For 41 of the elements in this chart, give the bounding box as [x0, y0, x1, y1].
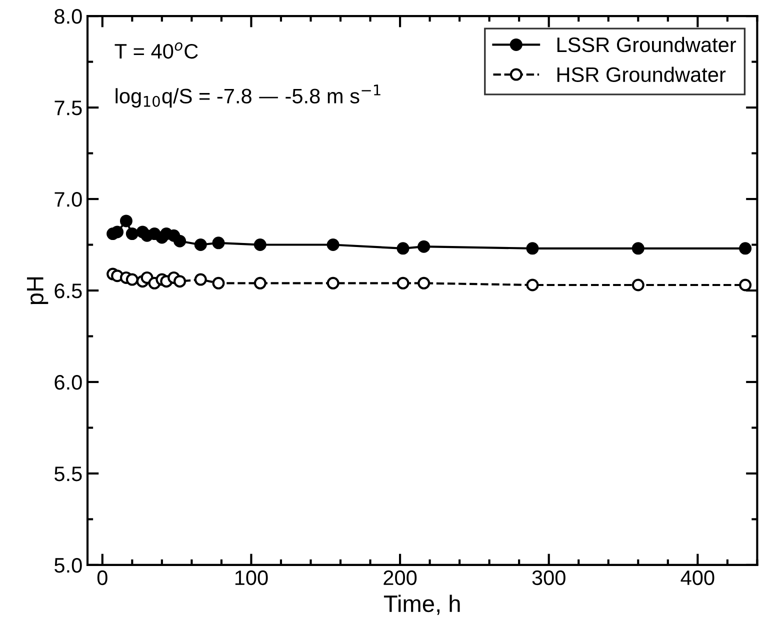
y-axis-title: pH — [26, 277, 48, 304]
point — [212, 236, 225, 250]
point — [418, 276, 430, 290]
point — [326, 276, 340, 290]
y-tick-label: 8.0 — [54, 9, 82, 24]
y-tick-label: 5.0 — [54, 558, 82, 573]
point — [126, 273, 138, 286]
x-tick-label: 100 — [235, 570, 268, 586]
x-tick-label: 300 — [532, 570, 566, 586]
y-tick-label: 6.5 — [54, 284, 82, 298]
x-tick-label: 0 — [97, 570, 108, 586]
point — [396, 276, 410, 290]
legend-label: HSR Groundwater — [557, 66, 726, 82]
x-tick-label: 200 — [384, 570, 417, 586]
point — [396, 242, 410, 255]
point — [174, 275, 186, 288]
point — [194, 273, 207, 286]
point — [254, 276, 266, 290]
annotation: log$_{10}$q/S = -7.8 — -5.8 m s$^{−1}$ — [116, 84, 380, 108]
point — [739, 242, 752, 255]
point — [418, 240, 430, 253]
y-tick-label: 5.5 — [54, 466, 82, 482]
point — [739, 278, 752, 292]
point — [632, 278, 644, 292]
point — [632, 242, 644, 255]
point — [212, 276, 225, 290]
y-tick-label: 7.0 — [54, 192, 82, 207]
y-tick-label: 7.5 — [54, 100, 82, 116]
legend-label: LSSR Groundwater — [557, 36, 736, 52]
annotation: T = 40$^{o}$C — [114, 42, 198, 59]
point — [254, 238, 266, 252]
point — [194, 238, 207, 252]
point — [126, 228, 138, 240]
point — [326, 238, 340, 252]
x-tick-label: 400 — [680, 570, 714, 586]
point — [526, 242, 539, 255]
y-tick-label: 6.0 — [54, 374, 82, 390]
point — [174, 234, 186, 248]
point — [526, 278, 539, 292]
x-axis-title: Time, h — [384, 594, 460, 615]
point — [120, 214, 132, 228]
